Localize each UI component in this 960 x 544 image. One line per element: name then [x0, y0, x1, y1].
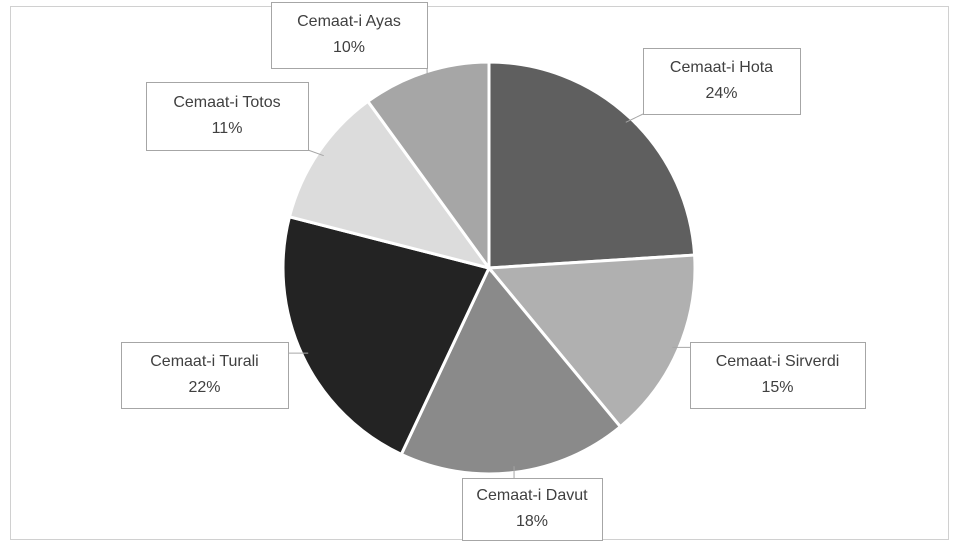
pie-slice [281, 214, 492, 457]
category-label: Cemaat-i Sirverdi [716, 353, 840, 370]
label-box [690, 342, 866, 409]
label-box [643, 48, 801, 115]
value-label: 24% [705, 85, 737, 102]
value-label: 22% [188, 379, 220, 396]
pie-slice [487, 60, 697, 270]
pie-slice [485, 253, 697, 429]
label-box [462, 478, 603, 541]
pie-slice [365, 60, 491, 273]
pie-slice [399, 265, 623, 476]
label-box [271, 2, 428, 69]
value-label: 18% [516, 513, 548, 530]
category-label: Cemaat-i Totos [173, 94, 280, 111]
category-label: Cemaat-i Davut [476, 487, 588, 504]
pie-slice [287, 99, 493, 271]
leader-line [307, 149, 324, 157]
category-label: Cemaat-i Hota [670, 59, 773, 76]
label-box [121, 342, 289, 409]
value-label: 10% [333, 39, 365, 56]
category-label: Cemaat-i Turali [150, 353, 258, 370]
leader-line [625, 113, 644, 123]
category-label: Cemaat-i Ayas [297, 13, 401, 30]
value-label: 15% [761, 379, 793, 396]
value-label: 11% [212, 120, 243, 137]
label-box [146, 82, 309, 151]
